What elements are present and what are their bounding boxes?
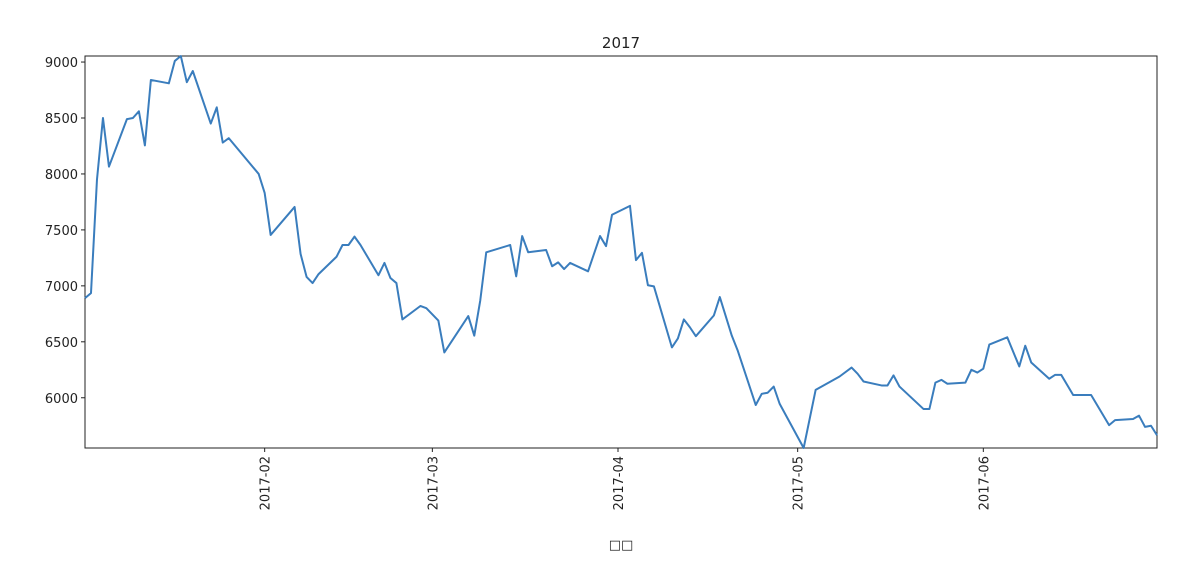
line-series	[84, 55, 1158, 449]
x-axis-label: □□	[609, 538, 634, 553]
chart-title: 2017	[602, 34, 640, 52]
x-tick-label: 2017-04	[612, 456, 627, 510]
x-tick-label: 2017-06	[977, 456, 992, 510]
plot-frame	[84, 55, 1158, 449]
y-tick-label: 7500	[45, 224, 78, 239]
x-tick-label: 2017-05	[792, 456, 807, 510]
x-tick-label: 2017-02	[259, 456, 274, 510]
y-tick-label: 7000	[45, 280, 78, 295]
y-tick-label: 6000	[45, 392, 78, 407]
y-tick-label: 8500	[45, 112, 78, 127]
y-tick-label: 8000	[45, 168, 78, 183]
x-tick-label: 2017-03	[426, 456, 441, 510]
y-tick-label: 6500	[45, 336, 78, 351]
y-tick-label: 9000	[45, 56, 78, 71]
